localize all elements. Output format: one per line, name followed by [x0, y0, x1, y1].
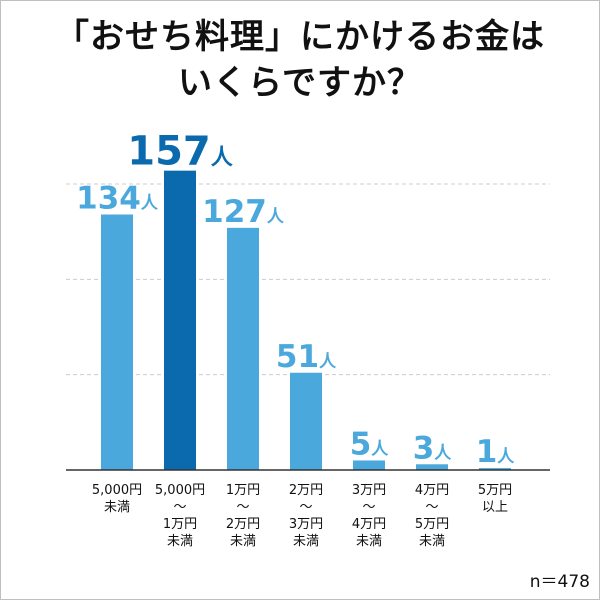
bar-1	[164, 170, 196, 471]
value-label-0: 134人	[76, 181, 159, 217]
bar-4	[353, 460, 385, 470]
value-label-4: 5人	[350, 426, 390, 462]
chart-title: 「おせち料理」にかけるお金は いくらですか？	[0, 14, 600, 106]
category-label-6: 5万円以上	[478, 483, 512, 515]
chart-title-line-2: いくらですか？	[178, 63, 422, 103]
value-label-6: 1人	[476, 434, 516, 470]
category-label-5: 4万円～ 5万円未満	[415, 483, 449, 549]
category-label-1: 5,000円～ 1万円未満	[155, 483, 205, 549]
chart-title-line-1: 「おせち料理」にかけるお金は	[55, 17, 545, 57]
category-label-0: 5,000円未満	[92, 483, 142, 515]
category-label-2: 1万円～ 2万円未満	[226, 483, 260, 549]
value-label-2: 127人	[202, 194, 285, 230]
bar-2	[227, 227, 259, 470]
category-label-3: 2万円～ 3万円未満	[289, 483, 323, 549]
sample-size-label: n＝478	[529, 572, 590, 592]
value-label-3: 51人	[276, 339, 337, 375]
value-label-5: 3人	[413, 430, 453, 466]
bar-5	[416, 464, 448, 470]
category-label-4: 3万円～ 4万円未満	[352, 483, 386, 549]
bar-3	[290, 372, 322, 470]
bar-0	[101, 214, 133, 470]
bar-6	[479, 468, 511, 470]
value-label-1: 157人	[127, 129, 233, 175]
